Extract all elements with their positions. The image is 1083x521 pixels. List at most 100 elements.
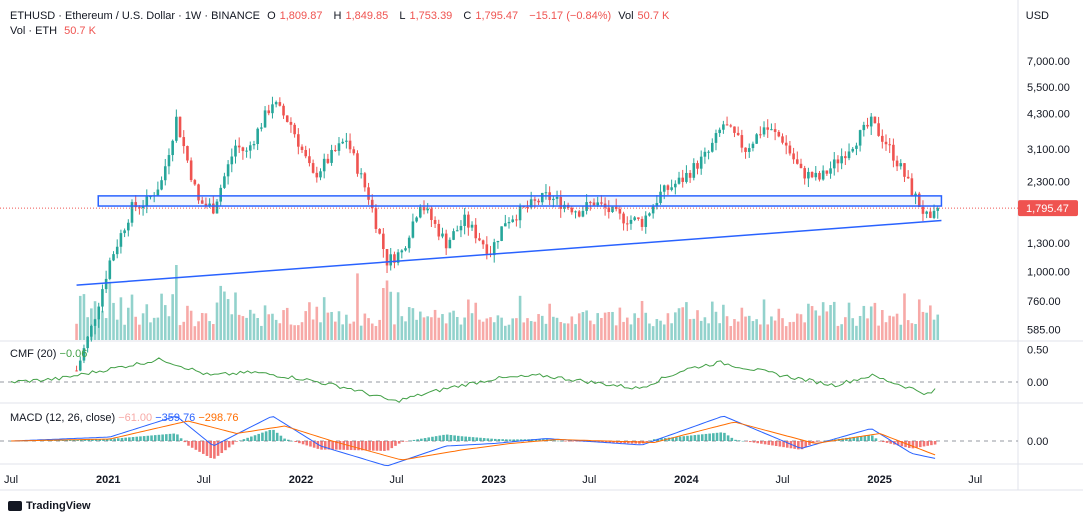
candle-body bbox=[78, 360, 82, 371]
volume-bar bbox=[603, 312, 607, 340]
candle-body bbox=[644, 215, 648, 227]
volume-bar bbox=[906, 320, 910, 340]
candle-body bbox=[552, 198, 555, 201]
candle-body bbox=[895, 160, 899, 167]
x-tick-label: Jul bbox=[582, 474, 596, 486]
volume-bar bbox=[655, 319, 659, 340]
macd-histogram-bar bbox=[608, 441, 612, 443]
macd-histogram-bar bbox=[113, 438, 116, 441]
candle-body bbox=[688, 172, 692, 178]
volume-bar bbox=[633, 313, 636, 340]
candle-body bbox=[529, 199, 533, 208]
volume-bar bbox=[75, 323, 78, 340]
volume-bar bbox=[204, 313, 208, 340]
volume-bar bbox=[692, 318, 696, 340]
candle-body bbox=[492, 242, 496, 256]
macd-histogram-bar bbox=[723, 432, 726, 441]
macd-histogram-bar bbox=[553, 440, 556, 441]
volume-bar bbox=[304, 311, 308, 340]
macd-histogram-bar bbox=[667, 437, 671, 441]
candle-body bbox=[629, 219, 633, 224]
volume-bar bbox=[481, 321, 485, 340]
volume-bar bbox=[226, 299, 230, 340]
axis-unit-label[interactable]: USD bbox=[1025, 10, 1049, 22]
macd-histogram-bar bbox=[882, 441, 885, 443]
volume-bar bbox=[548, 303, 551, 340]
macd-histogram-bar bbox=[128, 437, 131, 441]
volume-bar bbox=[433, 309, 437, 340]
tradingview-logo-icon bbox=[8, 501, 22, 511]
candle-body bbox=[282, 105, 285, 116]
candle-body bbox=[577, 211, 581, 217]
candle-body bbox=[245, 150, 248, 152]
macd-histogram-bar bbox=[161, 434, 164, 441]
macd-histogram-bar bbox=[261, 432, 264, 441]
macd-histogram-bar bbox=[712, 433, 715, 441]
candle-body bbox=[844, 156, 847, 159]
macd-histogram-bar bbox=[375, 441, 379, 451]
macd-histogram-bar bbox=[327, 441, 331, 450]
macd-histogram-bar bbox=[756, 441, 759, 444]
volume-bar bbox=[640, 300, 644, 340]
volume-bar bbox=[485, 318, 489, 340]
volume-bar bbox=[851, 318, 855, 340]
macd-histogram-bar bbox=[227, 441, 231, 448]
macd-histogram-bar bbox=[919, 441, 922, 448]
macd-histogram-bar bbox=[845, 437, 848, 441]
candle-body bbox=[851, 148, 855, 152]
macd-histogram-bar bbox=[165, 434, 168, 441]
volume-bar bbox=[781, 318, 784, 340]
macd-histogram-bar bbox=[423, 438, 427, 441]
open-value: 1,809.87 bbox=[279, 10, 323, 22]
candle-body bbox=[666, 185, 670, 190]
macd-histogram-bar bbox=[767, 441, 771, 445]
volume-bar bbox=[729, 326, 733, 340]
macd-histogram-bar bbox=[68, 439, 72, 441]
volume-bar bbox=[115, 319, 119, 340]
macd-histogram-bar bbox=[808, 441, 811, 446]
macd-histogram-bar bbox=[930, 441, 933, 446]
candle-body bbox=[160, 180, 163, 190]
volume-bar bbox=[478, 319, 481, 340]
macd-histogram-bar bbox=[682, 436, 686, 441]
macd-histogram-bar bbox=[357, 441, 360, 451]
volume-bar bbox=[644, 312, 648, 340]
candle-body bbox=[352, 149, 356, 154]
candle-body bbox=[204, 203, 208, 206]
candle-body bbox=[226, 164, 230, 177]
tradingview-brand[interactable]: TradingView bbox=[8, 500, 91, 512]
candle-body bbox=[858, 130, 862, 146]
macd-histogram-bar bbox=[320, 441, 323, 450]
volume-bar bbox=[293, 325, 296, 340]
candle-body bbox=[452, 231, 455, 240]
volume-bar bbox=[622, 321, 625, 340]
candle-body bbox=[123, 230, 126, 234]
volume-bar bbox=[271, 313, 274, 340]
candle-body bbox=[481, 240, 485, 245]
macd-histogram-bar bbox=[412, 439, 416, 441]
candle-body bbox=[419, 207, 422, 218]
volume-bar bbox=[90, 308, 93, 340]
volume-bar bbox=[337, 311, 341, 340]
volume-bar bbox=[134, 316, 137, 340]
volume-bar bbox=[459, 324, 463, 340]
macd-histogram-bar bbox=[246, 437, 249, 441]
volume-bar bbox=[522, 322, 526, 340]
y-tick-label: 5,500.00 bbox=[1027, 82, 1070, 94]
candle-body bbox=[459, 225, 463, 231]
macd-histogram-bar bbox=[372, 441, 375, 451]
candle-body bbox=[781, 136, 784, 143]
candle-body bbox=[86, 336, 89, 349]
candle-body bbox=[200, 200, 204, 204]
volume-bar bbox=[540, 315, 544, 340]
candle-body bbox=[540, 192, 544, 203]
candle-body bbox=[271, 104, 274, 114]
macd-histogram-bar bbox=[301, 441, 305, 445]
macd-histogram-bar bbox=[460, 436, 464, 441]
volume-bar bbox=[152, 317, 156, 340]
candle-body bbox=[382, 233, 385, 250]
candle-body bbox=[496, 240, 500, 243]
candle-body bbox=[770, 129, 773, 131]
